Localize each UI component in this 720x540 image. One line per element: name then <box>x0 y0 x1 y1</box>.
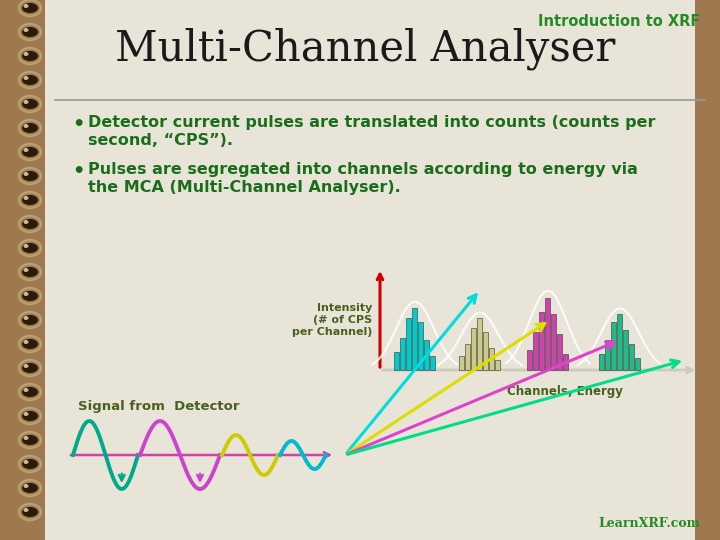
Bar <box>629 344 634 370</box>
Bar <box>605 340 610 370</box>
Ellipse shape <box>24 316 29 320</box>
Ellipse shape <box>22 243 38 253</box>
Ellipse shape <box>24 244 29 248</box>
Bar <box>611 322 616 370</box>
Ellipse shape <box>22 171 38 181</box>
Ellipse shape <box>22 363 38 373</box>
Ellipse shape <box>24 340 29 344</box>
Bar <box>695 0 720 540</box>
Ellipse shape <box>22 27 38 37</box>
Ellipse shape <box>22 291 38 301</box>
Text: •: • <box>72 162 84 181</box>
Bar <box>0 0 22 540</box>
Bar <box>527 350 532 370</box>
Bar <box>489 348 494 370</box>
Bar <box>623 330 628 370</box>
Text: •: • <box>72 115 84 134</box>
Text: Intensity
(# of CPS
per Channel): Intensity (# of CPS per Channel) <box>292 302 372 338</box>
Bar <box>563 354 568 370</box>
Bar <box>495 360 500 370</box>
Bar <box>424 340 429 370</box>
Ellipse shape <box>24 220 29 224</box>
Ellipse shape <box>22 147 38 157</box>
Ellipse shape <box>22 459 38 469</box>
Ellipse shape <box>22 267 38 277</box>
Bar <box>412 308 417 370</box>
Ellipse shape <box>24 292 29 296</box>
Ellipse shape <box>22 99 38 109</box>
Ellipse shape <box>24 460 29 464</box>
Bar <box>635 358 640 370</box>
Ellipse shape <box>24 388 29 392</box>
Text: LearnXRF.com: LearnXRF.com <box>598 517 700 530</box>
Text: Multi-Channel Analyser: Multi-Channel Analyser <box>115 28 616 71</box>
Bar <box>533 332 538 370</box>
Bar <box>400 338 405 370</box>
Bar <box>430 356 435 370</box>
Text: Channels, Energy: Channels, Energy <box>507 385 623 398</box>
Ellipse shape <box>24 484 29 488</box>
Ellipse shape <box>24 364 29 368</box>
Text: Pulses are segregated into channels according to energy via: Pulses are segregated into channels acco… <box>88 162 638 177</box>
Ellipse shape <box>24 100 29 104</box>
Bar <box>394 352 399 370</box>
Ellipse shape <box>22 315 38 325</box>
Ellipse shape <box>24 28 29 32</box>
Ellipse shape <box>24 172 29 176</box>
Bar <box>545 298 550 370</box>
Bar <box>471 328 476 370</box>
Ellipse shape <box>22 483 38 493</box>
Bar <box>551 314 556 370</box>
Bar <box>557 334 562 370</box>
Bar <box>418 322 423 370</box>
Ellipse shape <box>22 219 38 229</box>
Bar <box>477 318 482 370</box>
Bar <box>406 318 411 370</box>
Ellipse shape <box>22 387 38 397</box>
Ellipse shape <box>22 435 38 445</box>
Bar <box>465 344 470 370</box>
Text: Detector current pulses are translated into counts (counts per: Detector current pulses are translated i… <box>88 115 655 130</box>
Ellipse shape <box>22 3 38 13</box>
Ellipse shape <box>24 124 29 128</box>
Ellipse shape <box>22 75 38 85</box>
Ellipse shape <box>22 411 38 421</box>
Text: Signal from  Detector: Signal from Detector <box>78 400 240 413</box>
Text: the MCA (Multi-Channel Analyser).: the MCA (Multi-Channel Analyser). <box>88 180 401 195</box>
Ellipse shape <box>24 76 29 80</box>
Ellipse shape <box>22 51 38 61</box>
Ellipse shape <box>24 52 29 56</box>
Bar <box>483 332 488 370</box>
Text: second, “CPS”).: second, “CPS”). <box>88 133 233 148</box>
Text: Introduction to XRF: Introduction to XRF <box>538 14 700 29</box>
Ellipse shape <box>24 4 29 8</box>
Bar <box>459 356 464 370</box>
Ellipse shape <box>24 196 29 200</box>
Ellipse shape <box>22 123 38 133</box>
Ellipse shape <box>24 436 29 440</box>
Ellipse shape <box>24 268 29 272</box>
Ellipse shape <box>22 507 38 517</box>
Ellipse shape <box>22 195 38 205</box>
Ellipse shape <box>22 339 38 349</box>
Ellipse shape <box>24 148 29 152</box>
Ellipse shape <box>24 412 29 416</box>
Bar <box>539 312 544 370</box>
Ellipse shape <box>24 508 29 512</box>
Bar <box>617 314 622 370</box>
Bar <box>599 354 604 370</box>
